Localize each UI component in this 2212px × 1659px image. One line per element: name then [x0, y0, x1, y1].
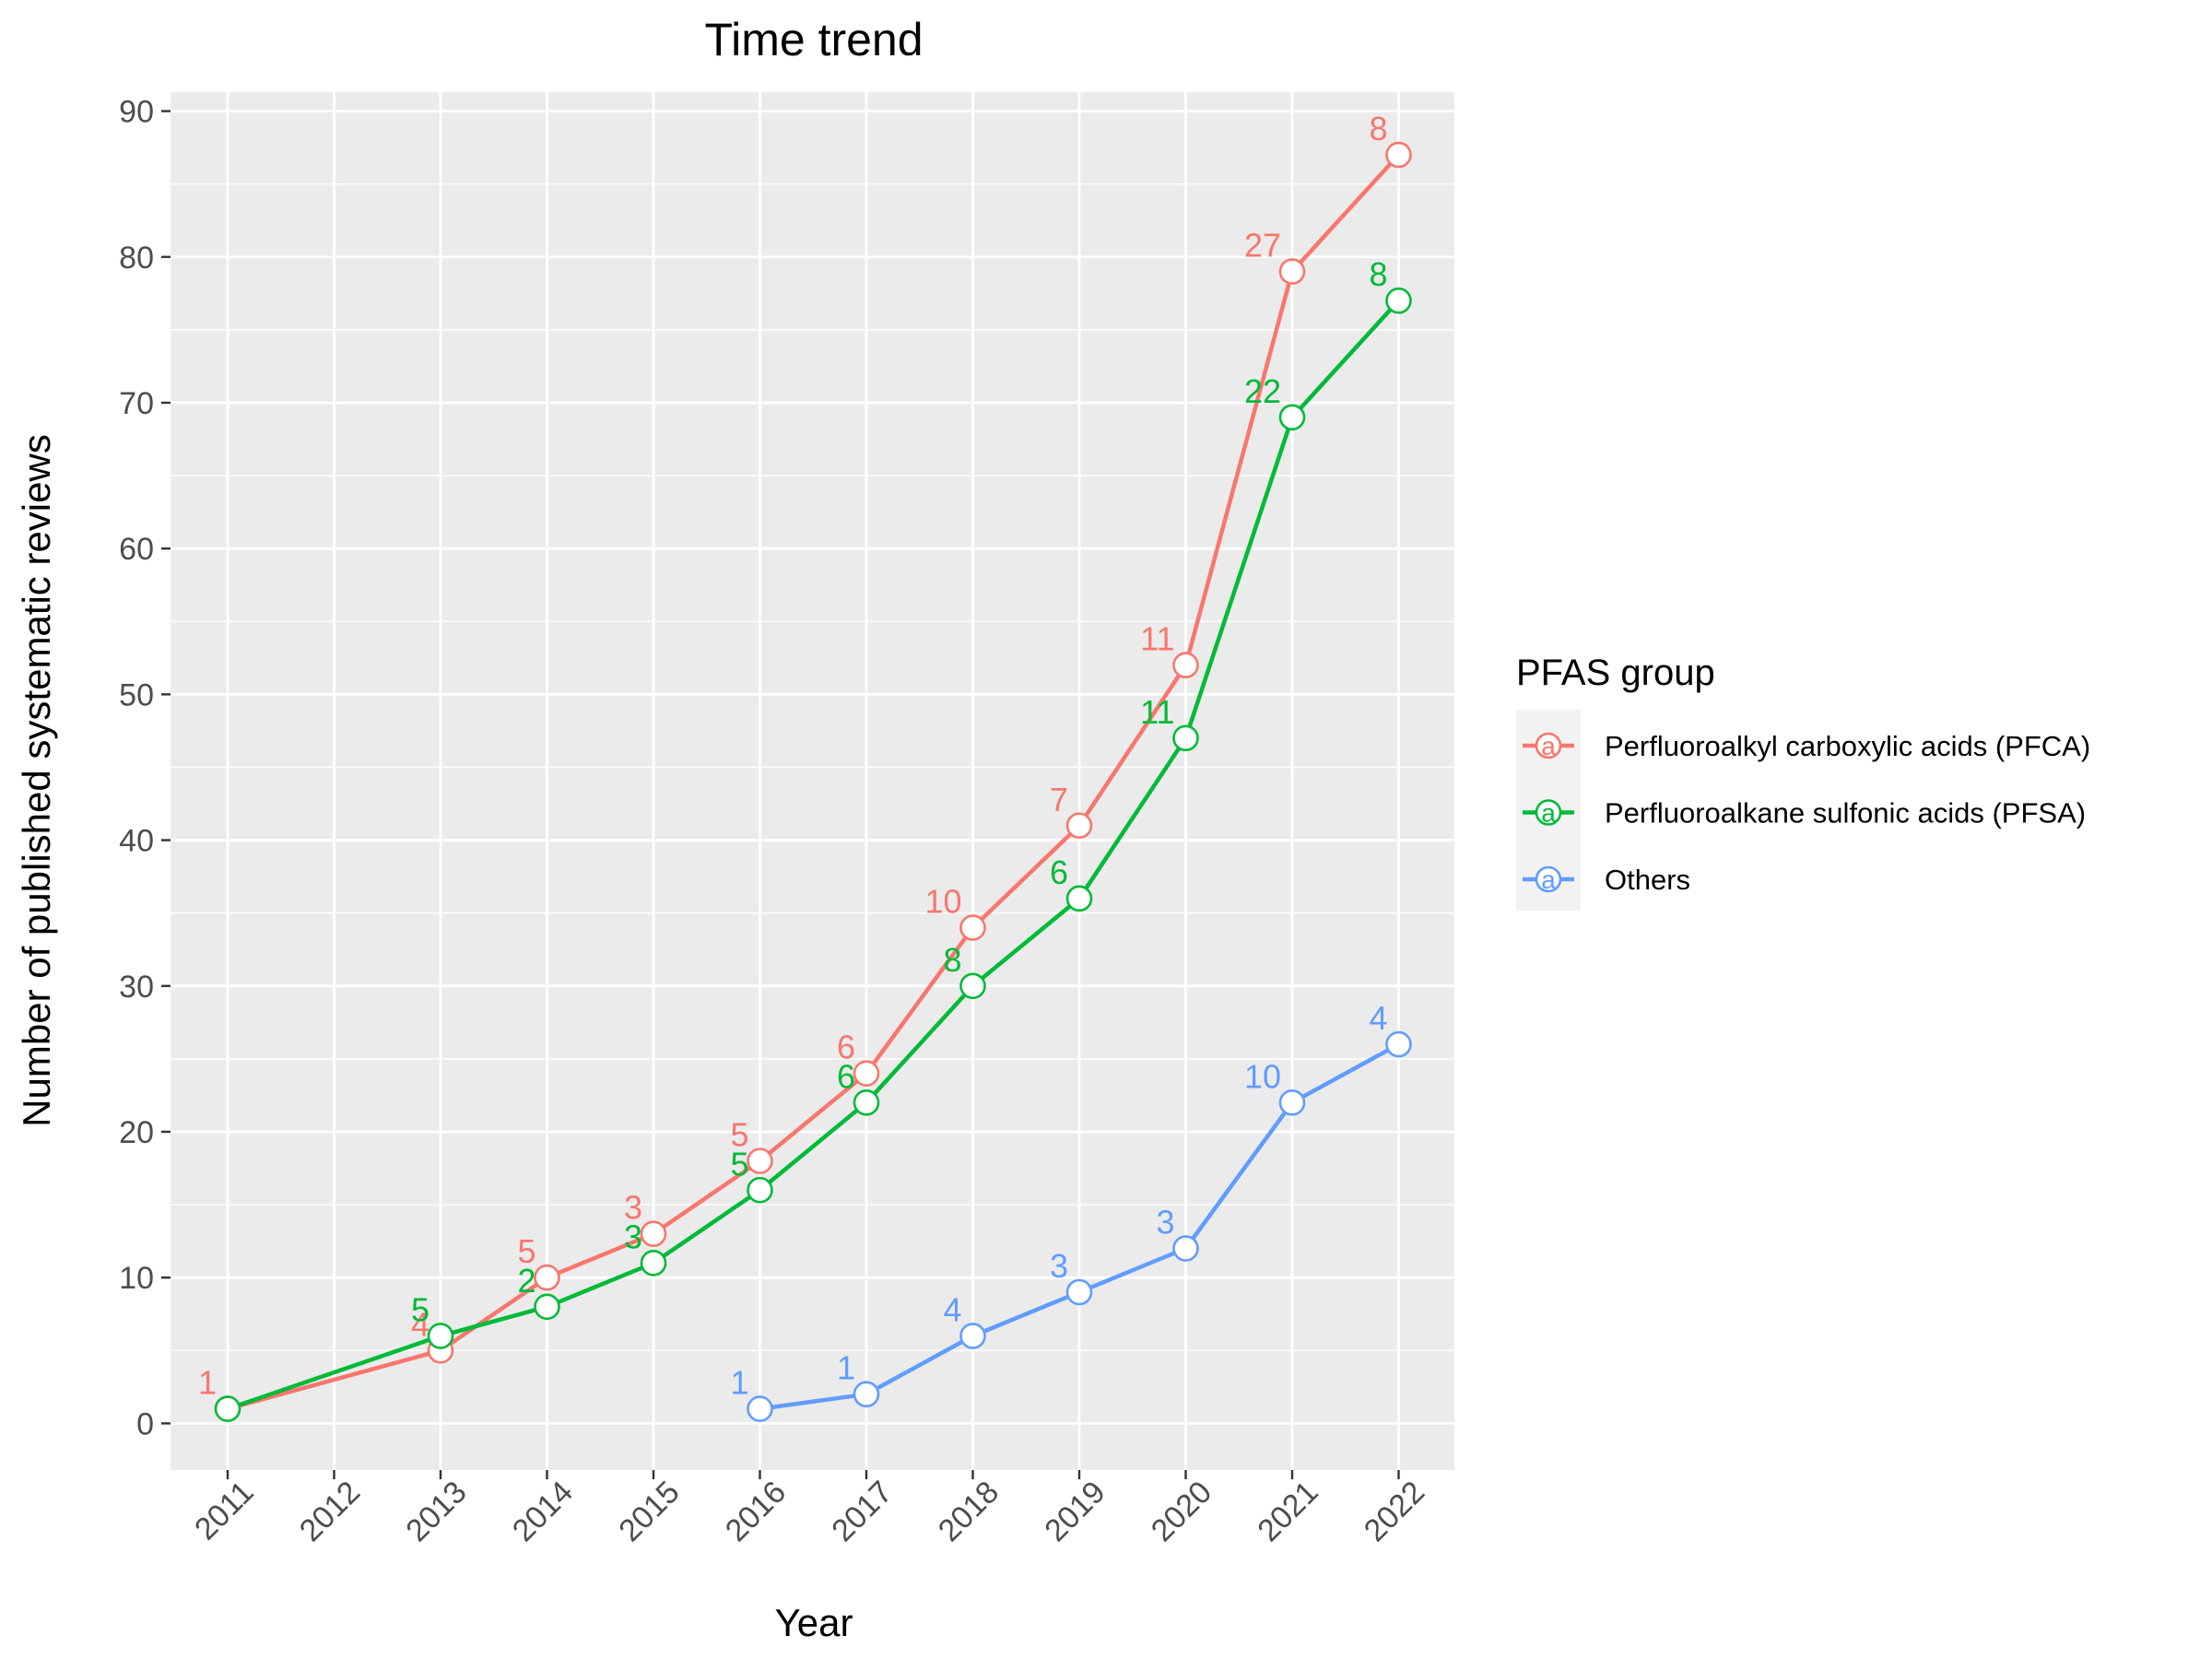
series-points: [214, 141, 1412, 1422]
data-label: 8: [1369, 110, 1387, 147]
y-tick-label: 10: [119, 1261, 154, 1296]
data-point: [640, 1220, 667, 1248]
data-label: 5: [730, 1145, 748, 1182]
data-point: [747, 1147, 773, 1174]
data-label: 1: [730, 1364, 748, 1402]
data-label: 3: [1156, 1204, 1174, 1241]
data-label: 3: [624, 1218, 642, 1255]
data-point: [1172, 1235, 1199, 1262]
data-point: [853, 1060, 880, 1087]
data-point: [959, 1323, 986, 1349]
data-label: 6: [1050, 853, 1068, 891]
data-point: [534, 1264, 560, 1291]
data-label: 22: [1244, 372, 1281, 410]
legend-key-glyph: a: [1541, 799, 1556, 828]
y-tick-label: 70: [119, 386, 154, 421]
data-label: 2: [517, 1262, 535, 1300]
data-label: 8: [1369, 255, 1387, 293]
data-point: [747, 1395, 773, 1422]
data-point: [1385, 141, 1412, 169]
y-tick-label: 90: [119, 95, 154, 130]
legend-key-glyph: a: [1541, 865, 1556, 894]
data-point: [534, 1293, 560, 1321]
data-label: 5: [730, 1116, 748, 1154]
y-tick-label: 0: [136, 1406, 154, 1441]
data-point: [1172, 724, 1199, 752]
data-point: [1278, 258, 1306, 285]
data-point: [1278, 404, 1306, 431]
y-tick-label: 20: [119, 1115, 154, 1150]
legend-key-glyph: a: [1541, 732, 1556, 760]
legend-label: Perfluoroalkane sulfonic acids (PFSA): [1605, 797, 2086, 830]
data-label: 4: [943, 1290, 961, 1328]
legend-items: a Perfluoroalkyl carboxylic acids (PFCA) a…: [1523, 730, 2090, 896]
data-point: [959, 972, 986, 1000]
legend: PFAS group a Perfluoroalkyl carboxylic ac…: [1516, 653, 2090, 911]
data-label: 3: [624, 1189, 642, 1227]
grid-minor: [171, 182, 1454, 1351]
data-label: 7: [1050, 781, 1068, 818]
data-point: [1065, 1278, 1093, 1306]
data-label: 4: [411, 1305, 429, 1343]
data-label: 11: [1140, 620, 1174, 658]
legend-key-point: [1535, 732, 1562, 759]
plot-panel: [171, 92, 1454, 1470]
y-tick-label: 80: [119, 241, 154, 276]
data-label: 1: [837, 1349, 855, 1387]
data-point: [640, 1250, 667, 1277]
data-label: 10: [1244, 1057, 1281, 1095]
legend-title: PFAS group: [1516, 653, 1715, 693]
data-point: [747, 1176, 773, 1204]
data-point: [1065, 812, 1093, 840]
data-point: [1385, 287, 1412, 314]
grid-major: [171, 92, 1454, 1470]
y-axis-title: Number of published systematic reviews: [15, 434, 58, 1127]
y-tick-label: 60: [119, 532, 154, 567]
data-point: [853, 1089, 880, 1116]
data-label: 6: [837, 1057, 855, 1095]
legend-label: Others: [1605, 864, 1690, 896]
data-label: 1: [198, 1364, 217, 1402]
data-label: 11: [1140, 693, 1174, 731]
data-label: 5: [411, 1290, 429, 1328]
legend-label: Perfluoroalkyl carboxylic acids (PFCA): [1605, 730, 2090, 762]
data-label: 6: [837, 1029, 855, 1066]
y-tick-label: 50: [119, 677, 154, 712]
data-label: 5: [517, 1232, 535, 1270]
x-axis-title: Year: [775, 1601, 853, 1644]
data-label: 8: [943, 941, 961, 979]
data-label: 27: [1244, 227, 1281, 265]
data-point: [853, 1381, 880, 1408]
data-label: 3: [1050, 1247, 1068, 1285]
data-point: [1065, 885, 1093, 912]
data-point: [1385, 1030, 1412, 1058]
data-point: [214, 1395, 241, 1422]
legend-key-point: [1535, 865, 1562, 893]
data-point: [427, 1323, 454, 1349]
data-point: [959, 914, 986, 941]
data-point: [1278, 1089, 1306, 1116]
data-point: [1172, 652, 1199, 679]
data-label: 4: [1369, 999, 1387, 1037]
chart-title: Time trend: [704, 14, 923, 65]
y-tick-label: 40: [119, 824, 154, 859]
legend-key-point: [1535, 799, 1562, 826]
y-tick-label: 30: [119, 970, 154, 1005]
y-axis: 0 10 20 30 40 50 60 70 80 90: [119, 95, 171, 1441]
data-label: 10: [924, 882, 961, 920]
